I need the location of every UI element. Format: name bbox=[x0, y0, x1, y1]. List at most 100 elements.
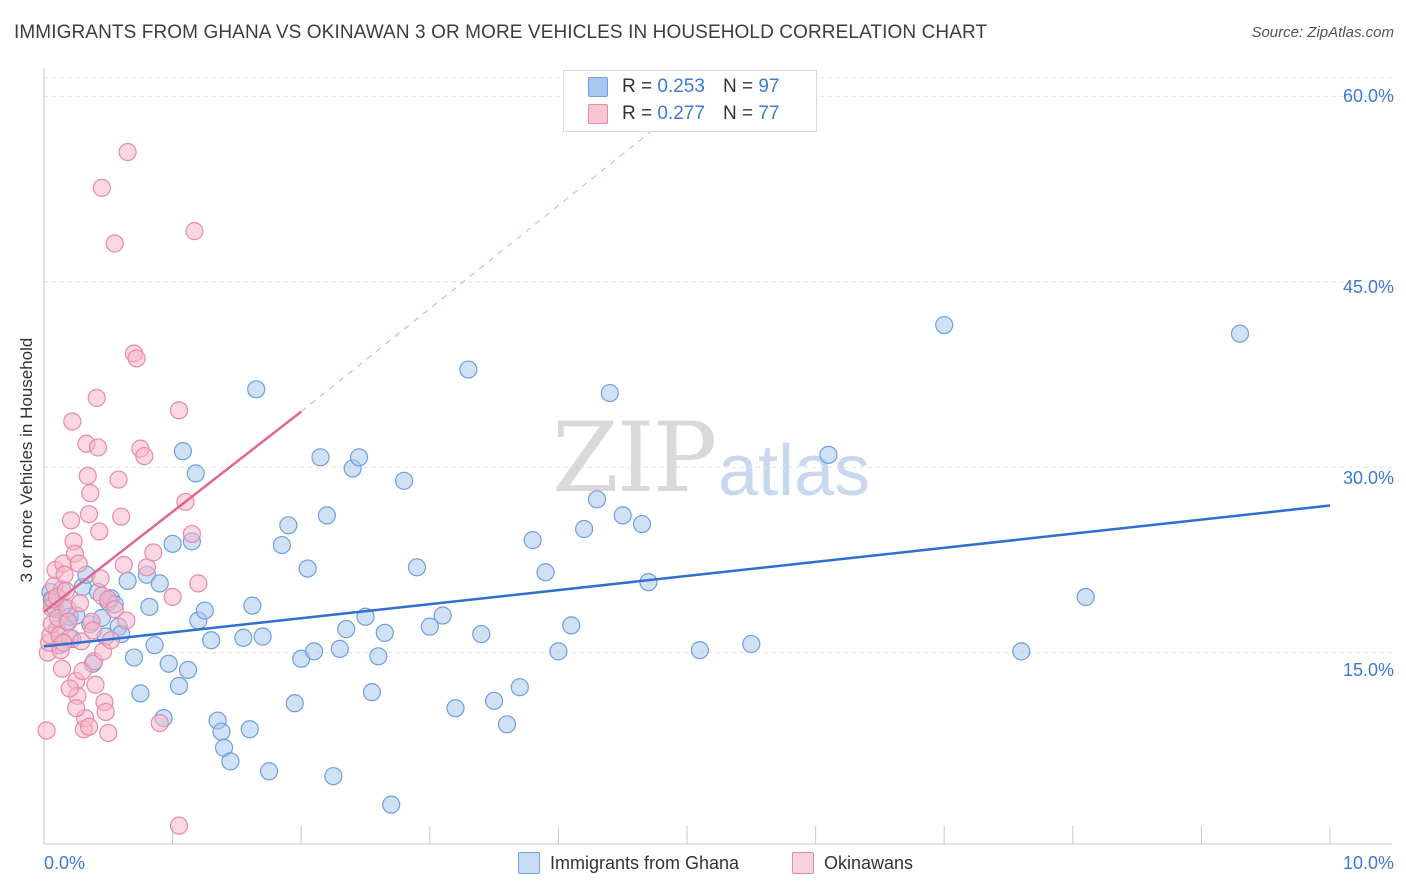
ghana-point bbox=[145, 636, 164, 655]
legend-r-value: 0.277 bbox=[657, 103, 705, 124]
ghana-point bbox=[240, 720, 259, 739]
legend-n-label: N = bbox=[722, 76, 754, 97]
ghana-point bbox=[407, 558, 427, 577]
okinawan-point bbox=[83, 621, 102, 640]
okinawan-trend-line bbox=[43, 410, 302, 613]
okinawan-trend-extension bbox=[300, 102, 688, 412]
okinawan-point bbox=[88, 438, 108, 457]
ghana-point bbox=[1012, 642, 1031, 661]
y-tick-label-60: 60.0% bbox=[1342, 86, 1394, 106]
ghana-point bbox=[186, 464, 205, 483]
ghana-point bbox=[523, 531, 542, 550]
legend-n-label: N = bbox=[722, 103, 754, 124]
ghana-point bbox=[221, 752, 240, 771]
ghana-point bbox=[159, 654, 178, 673]
ghana-point bbox=[549, 642, 568, 661]
okinawan-point bbox=[59, 612, 78, 631]
ghana-point bbox=[394, 471, 414, 490]
correlation-legend: R = 0.253 N = 97 R = 0.277 N = 77 bbox=[563, 70, 817, 132]
okinawan-point bbox=[67, 699, 86, 718]
ghana-point bbox=[234, 628, 253, 647]
okinawan-point bbox=[87, 388, 106, 408]
ghana-point bbox=[485, 691, 504, 710]
okinawan-point bbox=[105, 600, 124, 619]
ghana-point bbox=[118, 571, 137, 591]
ghana-point bbox=[124, 648, 144, 667]
ghana-point bbox=[272, 535, 292, 555]
ghana-point bbox=[575, 519, 594, 539]
x-tick-label-max: 10.0% bbox=[1342, 853, 1394, 873]
ghana-point bbox=[433, 606, 452, 625]
y-axis-label: 3 or more Vehicles in Household bbox=[17, 337, 36, 583]
watermark-zip: ZIP bbox=[552, 402, 717, 514]
okinawan-point bbox=[86, 675, 105, 694]
y-tick-label-45: 45.0% bbox=[1342, 277, 1394, 297]
okinawan-point bbox=[189, 574, 208, 593]
ghana-point bbox=[420, 617, 439, 636]
y-tick-label-15: 15.0% bbox=[1342, 660, 1394, 680]
ghana-point bbox=[472, 624, 491, 644]
ghana-point bbox=[600, 383, 619, 403]
ghana-point bbox=[459, 360, 478, 379]
y-tick-label-30: 30.0% bbox=[1342, 468, 1394, 488]
okinawan-point bbox=[55, 565, 74, 584]
okinawan-point bbox=[163, 587, 182, 607]
ghana-point bbox=[330, 639, 349, 658]
okinawan-point bbox=[118, 142, 137, 162]
okinawan-point bbox=[112, 507, 131, 526]
chart-title: IMMIGRANTS FROM GHANA VS OKINAWAN 3 OR M… bbox=[14, 22, 988, 43]
ghana-point bbox=[131, 684, 150, 703]
ghana-point bbox=[279, 516, 298, 535]
okinawan-point bbox=[182, 524, 201, 544]
ghana-point bbox=[311, 448, 330, 467]
ghana-point bbox=[1076, 587, 1095, 607]
legend-row-okinawans: R = 0.277 N = 77 bbox=[588, 102, 779, 126]
ghana-point bbox=[247, 380, 266, 399]
ghana-point bbox=[369, 647, 388, 666]
ghana-point bbox=[163, 534, 182, 553]
okinawan-point bbox=[81, 484, 100, 503]
ghana-point bbox=[259, 762, 279, 781]
watermark-atlas: atlas bbox=[718, 431, 871, 511]
ghana-point bbox=[337, 620, 356, 639]
ghana-point bbox=[382, 795, 401, 814]
ghana-point bbox=[587, 490, 607, 509]
legend-swatch-ghana bbox=[588, 77, 608, 97]
okinawan-point bbox=[127, 349, 146, 368]
source-label: Source: ZipAtlas.com bbox=[1251, 24, 1394, 41]
ghana-point bbox=[497, 715, 517, 734]
ghana-point bbox=[169, 676, 189, 696]
ghana-point bbox=[362, 683, 382, 702]
ghana-point bbox=[446, 699, 465, 718]
okinawan-point bbox=[73, 662, 92, 681]
okinawan-point bbox=[92, 178, 111, 197]
okinawan-point bbox=[70, 594, 90, 613]
okinawan-point bbox=[63, 412, 82, 431]
okinawan-point bbox=[185, 222, 204, 241]
ghana-point bbox=[742, 634, 761, 654]
ghana-point bbox=[253, 627, 272, 646]
okinawan-point bbox=[105, 234, 124, 253]
ghana-point bbox=[317, 506, 337, 525]
bottom-legend-okinawans: Okinawans bbox=[792, 852, 913, 874]
legend-row-ghana: R = 0.253 N = 97 bbox=[588, 75, 779, 99]
ghana-point bbox=[562, 616, 581, 635]
ghana-point bbox=[349, 448, 369, 467]
okinawan-point bbox=[96, 702, 115, 722]
okinawan-point bbox=[60, 679, 79, 698]
ghana-point bbox=[639, 573, 658, 592]
ghana-point bbox=[819, 445, 838, 464]
legend-n-value: 77 bbox=[758, 103, 780, 124]
ghana-point bbox=[202, 631, 221, 650]
okinawan-point bbox=[99, 723, 118, 743]
okinawan-point bbox=[69, 554, 88, 573]
okinawan-point bbox=[79, 505, 99, 524]
ghana-point bbox=[690, 641, 709, 660]
ghana-point bbox=[375, 623, 394, 642]
ghana-point bbox=[935, 315, 954, 335]
okinawan-point bbox=[61, 511, 81, 530]
bottom-legend-label-okinawans: Okinawans bbox=[824, 852, 914, 873]
okinawan-point bbox=[52, 659, 72, 678]
okinawan-point bbox=[37, 721, 56, 740]
